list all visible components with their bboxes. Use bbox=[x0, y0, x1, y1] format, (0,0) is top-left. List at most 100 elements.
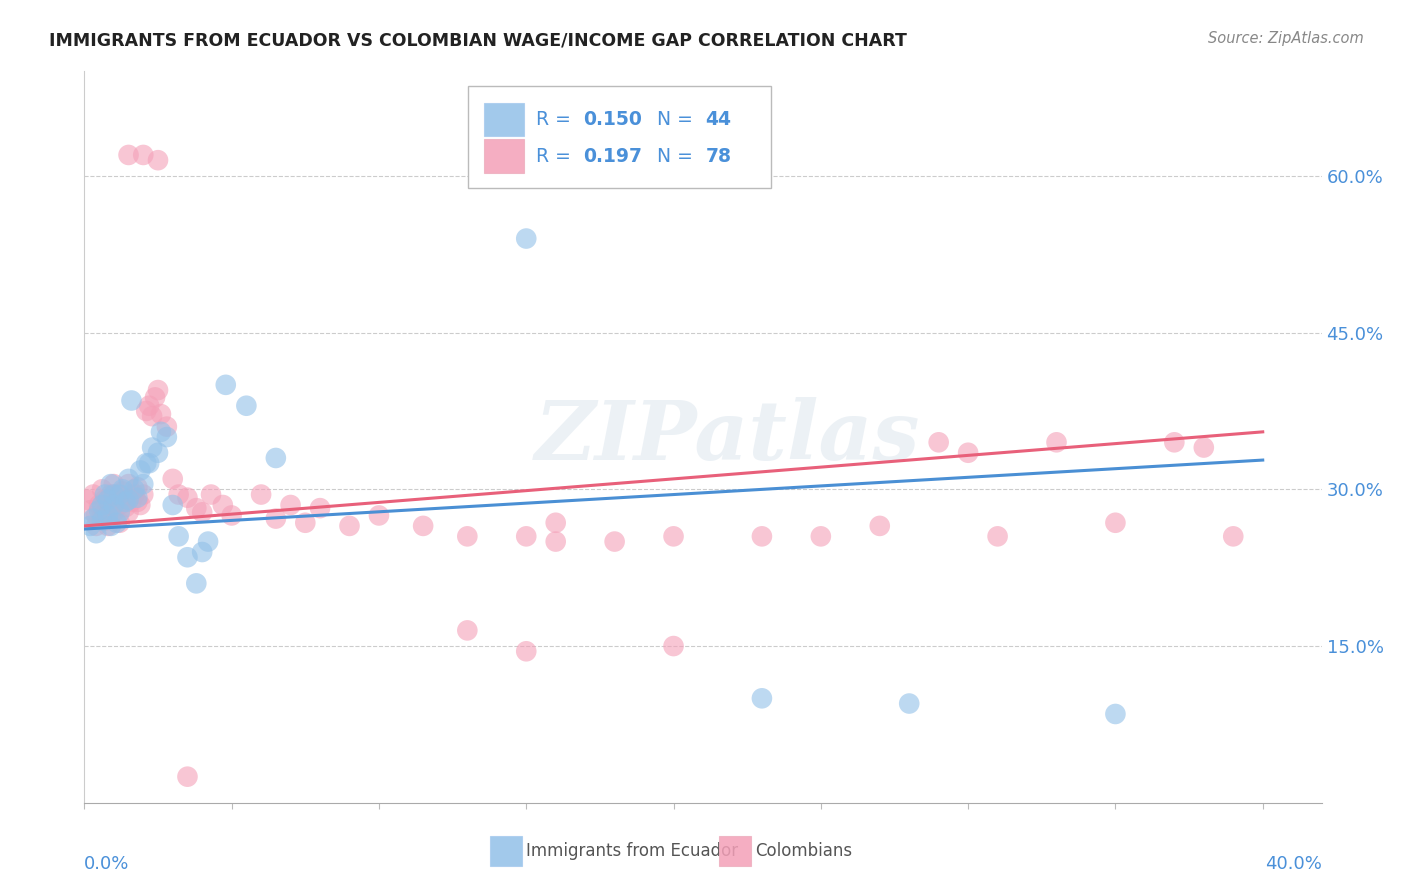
Point bbox=[456, 624, 478, 638]
Point bbox=[94, 514, 117, 528]
Point bbox=[129, 498, 152, 512]
Point bbox=[103, 477, 125, 491]
Point bbox=[544, 516, 567, 530]
Point bbox=[869, 519, 891, 533]
Point bbox=[103, 505, 125, 519]
Point bbox=[132, 487, 155, 501]
Point bbox=[127, 495, 149, 509]
Text: 40.0%: 40.0% bbox=[1265, 855, 1322, 873]
Point bbox=[1104, 706, 1126, 721]
Point bbox=[898, 697, 921, 711]
Point bbox=[135, 404, 157, 418]
Point bbox=[1163, 435, 1185, 450]
Point bbox=[339, 519, 361, 533]
Point bbox=[135, 456, 157, 470]
Point bbox=[121, 393, 143, 408]
Point bbox=[294, 516, 316, 530]
Point bbox=[368, 508, 391, 523]
Point bbox=[87, 498, 110, 512]
Point bbox=[156, 430, 179, 444]
Text: ZIPatlas: ZIPatlas bbox=[536, 397, 921, 477]
Point bbox=[91, 498, 114, 512]
FancyBboxPatch shape bbox=[468, 86, 770, 188]
Point bbox=[200, 487, 222, 501]
Text: N =: N = bbox=[657, 110, 699, 129]
Point bbox=[84, 508, 107, 523]
Point bbox=[117, 472, 139, 486]
Point bbox=[264, 450, 287, 465]
Point bbox=[515, 231, 537, 245]
Point bbox=[138, 456, 160, 470]
Point bbox=[957, 446, 980, 460]
Point bbox=[111, 483, 134, 497]
Point bbox=[280, 498, 302, 512]
Point bbox=[928, 435, 950, 450]
Text: Source: ZipAtlas.com: Source: ZipAtlas.com bbox=[1208, 31, 1364, 46]
Point bbox=[1192, 441, 1215, 455]
Point bbox=[127, 480, 149, 494]
Point bbox=[167, 487, 190, 501]
Point bbox=[84, 526, 107, 541]
Point bbox=[108, 505, 131, 519]
Point bbox=[162, 472, 184, 486]
Point bbox=[309, 501, 332, 516]
Point bbox=[156, 419, 179, 434]
Text: 0.0%: 0.0% bbox=[84, 855, 129, 873]
Point bbox=[100, 487, 122, 501]
Point bbox=[264, 511, 287, 525]
Point bbox=[100, 508, 122, 523]
Point bbox=[127, 491, 149, 505]
Point bbox=[117, 477, 139, 491]
Point bbox=[515, 644, 537, 658]
Point bbox=[87, 503, 110, 517]
Point bbox=[117, 492, 139, 507]
Point bbox=[84, 519, 107, 533]
Text: Immigrants from Ecuador: Immigrants from Ecuador bbox=[526, 842, 738, 860]
Point bbox=[103, 487, 125, 501]
Point bbox=[235, 399, 257, 413]
FancyBboxPatch shape bbox=[484, 139, 523, 173]
Point bbox=[91, 514, 114, 528]
Point bbox=[114, 500, 136, 514]
Point bbox=[129, 463, 152, 477]
Point bbox=[197, 534, 219, 549]
Point bbox=[121, 495, 143, 509]
Point bbox=[149, 407, 172, 421]
Point bbox=[79, 503, 101, 517]
Point bbox=[662, 639, 685, 653]
Point bbox=[124, 483, 146, 497]
Point bbox=[544, 534, 567, 549]
Point bbox=[138, 399, 160, 413]
Point bbox=[91, 483, 114, 497]
Point bbox=[141, 441, 163, 455]
Point bbox=[79, 519, 101, 533]
Point bbox=[97, 508, 120, 523]
Point bbox=[91, 508, 114, 523]
Point bbox=[176, 550, 198, 565]
Point bbox=[1222, 529, 1244, 543]
Point bbox=[141, 409, 163, 424]
Point bbox=[108, 487, 131, 501]
Point bbox=[132, 148, 155, 162]
Point bbox=[108, 516, 131, 530]
Text: 44: 44 bbox=[706, 110, 731, 129]
Point bbox=[751, 529, 773, 543]
Point bbox=[94, 492, 117, 507]
Point bbox=[515, 529, 537, 543]
Point bbox=[1104, 516, 1126, 530]
Point bbox=[82, 487, 104, 501]
Point bbox=[143, 390, 166, 404]
Point bbox=[456, 529, 478, 543]
Point bbox=[97, 492, 120, 507]
Point bbox=[105, 487, 128, 501]
Point bbox=[132, 477, 155, 491]
Point bbox=[124, 487, 146, 501]
Point bbox=[146, 383, 169, 397]
Point bbox=[1045, 435, 1067, 450]
Point bbox=[167, 529, 190, 543]
Text: R =: R = bbox=[536, 146, 576, 166]
Point bbox=[97, 498, 120, 512]
Point bbox=[211, 498, 233, 512]
Point bbox=[117, 505, 139, 519]
Point bbox=[149, 425, 172, 439]
